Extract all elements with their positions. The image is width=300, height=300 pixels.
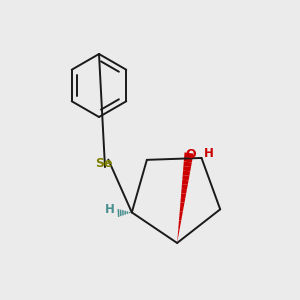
- Polygon shape: [179, 216, 182, 220]
- Text: H: H: [105, 202, 115, 216]
- Polygon shape: [181, 189, 187, 194]
- Polygon shape: [184, 157, 193, 163]
- Polygon shape: [178, 220, 181, 225]
- Text: O: O: [185, 148, 196, 161]
- Polygon shape: [181, 193, 186, 198]
- Polygon shape: [184, 152, 194, 158]
- Polygon shape: [181, 198, 185, 203]
- Polygon shape: [182, 184, 188, 189]
- Polygon shape: [183, 161, 192, 167]
- Text: Se: Se: [95, 157, 112, 170]
- Polygon shape: [180, 207, 184, 212]
- Polygon shape: [182, 175, 189, 180]
- Polygon shape: [179, 211, 183, 216]
- Polygon shape: [178, 230, 180, 234]
- Polygon shape: [180, 202, 184, 207]
- Text: H: H: [204, 147, 213, 161]
- Polygon shape: [182, 180, 189, 185]
- Polygon shape: [177, 238, 178, 243]
- Polygon shape: [183, 170, 190, 176]
- Polygon shape: [178, 225, 180, 230]
- Polygon shape: [183, 166, 191, 172]
- Polygon shape: [178, 234, 179, 238]
